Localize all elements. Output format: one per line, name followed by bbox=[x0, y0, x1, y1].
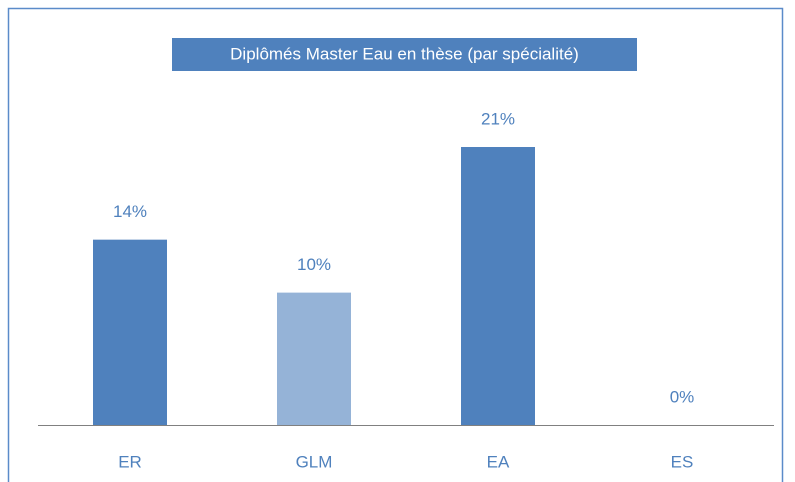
bar bbox=[277, 292, 351, 425]
value-label: 21% bbox=[481, 109, 515, 128]
value-label: 10% bbox=[297, 255, 331, 274]
x-tick-label: GLM bbox=[296, 452, 333, 471]
value-label: 0% bbox=[670, 387, 695, 406]
bar bbox=[93, 239, 167, 425]
chart-title: Diplômés Master Eau en thèse (par spécia… bbox=[230, 44, 579, 63]
title-box bbox=[172, 38, 637, 71]
x-tick-label: ER bbox=[118, 452, 142, 471]
frame bbox=[7, 7, 784, 482]
x-tick-label: EA bbox=[487, 452, 510, 471]
x-tick-label: ES bbox=[671, 452, 694, 471]
bar bbox=[461, 147, 535, 425]
value-label: 14% bbox=[113, 202, 147, 221]
